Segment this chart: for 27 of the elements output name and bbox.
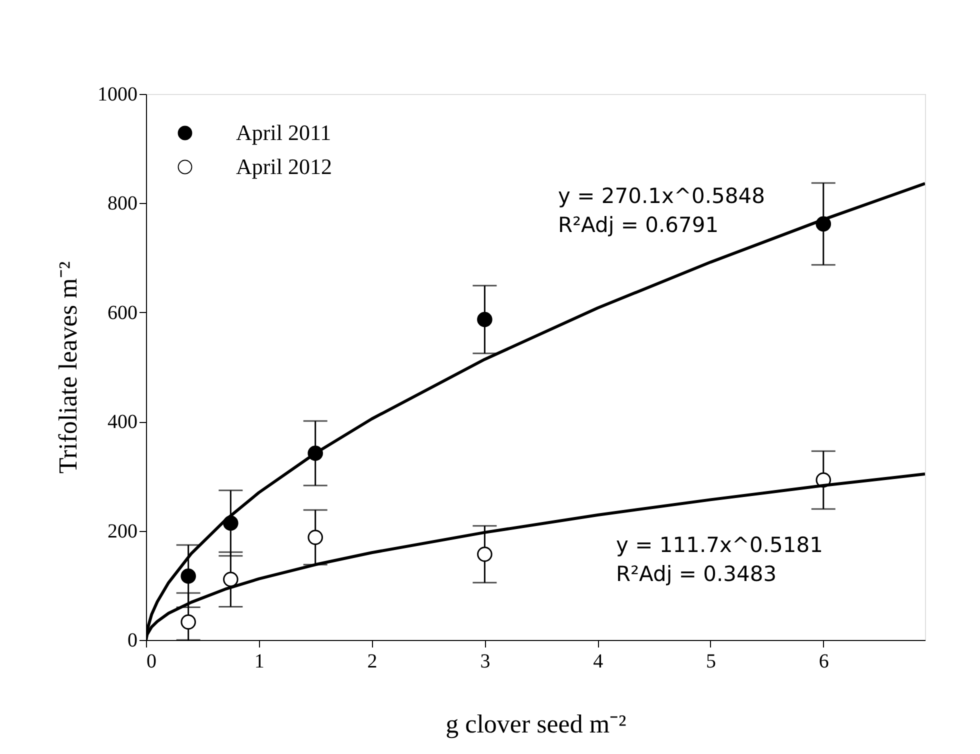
point xyxy=(180,614,196,630)
annotation: y = 270.1x^0.5848 xyxy=(558,184,765,208)
point xyxy=(180,568,196,584)
point xyxy=(477,312,492,328)
point xyxy=(308,530,323,545)
x-tick-label: 6 xyxy=(818,650,829,672)
y-tick-label: 1000 xyxy=(98,84,138,106)
x-tick-label: 3 xyxy=(480,650,490,672)
point xyxy=(223,572,238,588)
annotation: y = 111.7x^0.5181 xyxy=(616,533,823,557)
y-axis-title: Trifoliate leaves m⁻² xyxy=(54,261,82,474)
legend-label: April 2011 xyxy=(236,120,332,145)
point xyxy=(477,546,492,562)
x-tick-label: 2 xyxy=(367,650,378,672)
y-tick-label: 600 xyxy=(108,302,138,324)
annotation: R²Adj = 0.3483 xyxy=(616,562,777,586)
legend-label: April 2012 xyxy=(236,154,332,179)
y-tick-label: 200 xyxy=(108,520,138,542)
x-tick-label: 4 xyxy=(593,650,604,672)
y-tick-label: 0 xyxy=(128,630,138,652)
annotation: R²Adj = 0.6791 xyxy=(558,213,719,237)
y-tick-label: 800 xyxy=(108,192,138,215)
x-tick-label: 5 xyxy=(706,650,716,672)
x-axis-title: g clover seed m⁻² xyxy=(446,710,627,738)
x-tick-label: 1 xyxy=(254,650,264,672)
x-tick-label: 0 xyxy=(146,650,156,672)
y-tick-label: 400 xyxy=(108,411,138,434)
